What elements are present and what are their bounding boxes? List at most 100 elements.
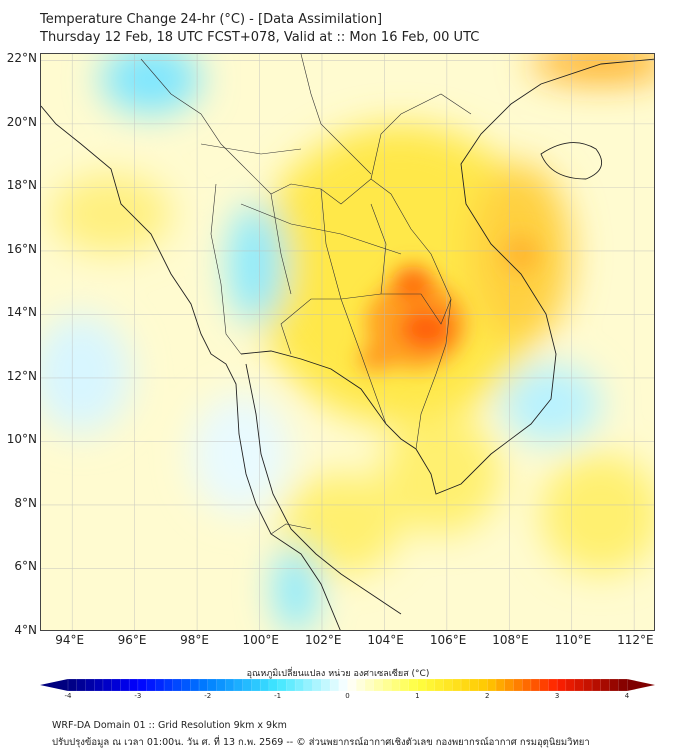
colorbar-segment <box>242 678 253 692</box>
lat-tick-label: 16°N <box>6 241 37 256</box>
colorbar-segment <box>373 678 384 692</box>
colorbar-segment <box>478 678 488 692</box>
lon-tick-label: 96°E <box>117 633 147 647</box>
colorbar-segment <box>417 678 427 692</box>
colorbar-segment <box>259 678 270 692</box>
colorbar-segment <box>277 678 287 692</box>
colorbar-segment <box>120 678 130 692</box>
lat-tick-label: 20°N <box>6 114 37 129</box>
colorbar-segment <box>618 678 628 692</box>
lat-tick-label: 12°N <box>6 368 37 383</box>
colorbar-segment <box>76 678 87 692</box>
colorbar-segment <box>155 678 165 692</box>
map-canvas <box>41 54 654 630</box>
lat-tick-label: 8°N <box>14 495 37 510</box>
colorbar-segment <box>548 678 558 692</box>
footer-model-info: WRF-DA Domain 01 :: Grid Resolution 9km … <box>52 720 287 731</box>
colorbar-segment <box>172 678 183 692</box>
borders <box>140 54 472 535</box>
field-core <box>358 234 539 371</box>
colorbar-segment <box>225 678 235 692</box>
lat-tick-label: 14°N <box>6 305 37 320</box>
lon-tick-label: 104°E <box>367 633 404 647</box>
colorbar-tick-label: 1 <box>415 692 420 700</box>
colorbar-segment <box>495 678 506 692</box>
colorbar-segment <box>382 678 392 692</box>
lat-tick-label: 10°N <box>6 432 37 447</box>
colorbar-segment <box>574 678 584 692</box>
colorbar-segment <box>128 678 139 692</box>
colorbar-segment <box>347 678 357 692</box>
colorbar-segment <box>364 678 375 692</box>
chart-title: Temperature Change 24-hr (°C) - [Data As… <box>40 12 383 27</box>
lat-tick-label: 6°N <box>14 559 37 574</box>
colorbar-segment <box>504 678 515 692</box>
lat-tick-label: 18°N <box>6 178 37 193</box>
colorbar-segment <box>312 678 322 692</box>
colorbar-segment <box>303 678 314 692</box>
lon-tick-label: 108°E <box>492 633 529 647</box>
colorbar-segment <box>190 678 200 692</box>
colorbar-segment <box>565 678 576 692</box>
footer-credits: ปรับปรุงข้อมูล ณ เวลา 01:00น. วัน ศ. ที่… <box>52 737 590 748</box>
colorbar-segment <box>111 678 122 692</box>
colorbar-segment <box>460 678 471 692</box>
colorbar-segment <box>469 678 480 692</box>
lon-tick-label: 102°E <box>304 633 342 647</box>
colorbar-segment <box>591 678 602 692</box>
colorbar-tick-label: 4 <box>624 692 630 700</box>
colorbar-segment <box>452 678 462 692</box>
lon-tick-label: 98°E <box>180 633 209 647</box>
colorbar-segment <box>146 678 156 692</box>
colorbar-label: อุณหภูมิเปลี่ยนแปลง หน่วย องศาเซลเซียส (… <box>246 669 430 679</box>
chart-subtitle: Thursday 12 Feb, 18 UTC FCST+078, Valid … <box>40 30 480 45</box>
colorbar-segment <box>198 678 209 692</box>
colorbar-segment <box>600 678 611 692</box>
colorbar-tick-label: -3 <box>134 692 142 700</box>
colorbar-min-extension <box>40 679 68 691</box>
colorbar-segment <box>94 678 104 692</box>
colorbar-segment <box>356 678 366 692</box>
colorbar-segment <box>85 678 95 692</box>
colorbar-tick-label: 0 <box>345 692 350 700</box>
colorbar-tick-label: -1 <box>274 692 282 700</box>
colorbar-segment <box>137 678 148 692</box>
colorbar-segment <box>556 678 567 692</box>
lon-tick-label: 100°E <box>242 633 280 647</box>
colorbar-segment <box>399 678 410 692</box>
colorbar-segment <box>67 678 78 692</box>
colorbar-segment <box>207 678 218 692</box>
colorbar-segment <box>102 678 113 692</box>
colorbar-segment <box>329 678 340 692</box>
temperature-change-map <box>40 53 655 631</box>
colorbar-segment <box>321 678 331 692</box>
colorbar-segment <box>338 678 349 692</box>
colorbar-segment <box>583 678 593 692</box>
colorbar-tick-label: -2 <box>204 692 212 700</box>
colorbar-tick-label: 3 <box>554 692 560 700</box>
lat-tick-label: 4°N <box>14 623 37 637</box>
colorbar-segment <box>390 678 401 692</box>
colorbar-segment <box>408 678 418 692</box>
colorbar-segment <box>216 678 226 692</box>
colorbar-max-extension <box>627 679 655 691</box>
colorbar-segment <box>251 678 261 692</box>
colorbar-segment <box>268 678 279 692</box>
lon-tick-label: 94°E <box>55 633 85 647</box>
lon-tick-label: 112°E <box>617 633 654 647</box>
colorbar-segment <box>181 678 191 692</box>
colorbar-segment <box>294 678 305 692</box>
colorbar-tick-label: 2 <box>485 692 490 700</box>
colorbar-segment <box>609 678 619 692</box>
lon-tick-label: 110°E <box>554 633 592 647</box>
colorbar-segment <box>233 678 244 692</box>
colorbar-segment <box>443 678 453 692</box>
colorbar-segment <box>539 678 549 692</box>
colorbar-segment <box>425 678 436 692</box>
colorbar-tick-label: -4 <box>64 692 72 700</box>
lat-tick-label: 22°N <box>6 51 37 66</box>
colorbar <box>40 678 655 692</box>
colorbar-segment <box>286 678 296 692</box>
colorbar-segment <box>163 678 174 692</box>
colorbar-segment <box>434 678 445 692</box>
